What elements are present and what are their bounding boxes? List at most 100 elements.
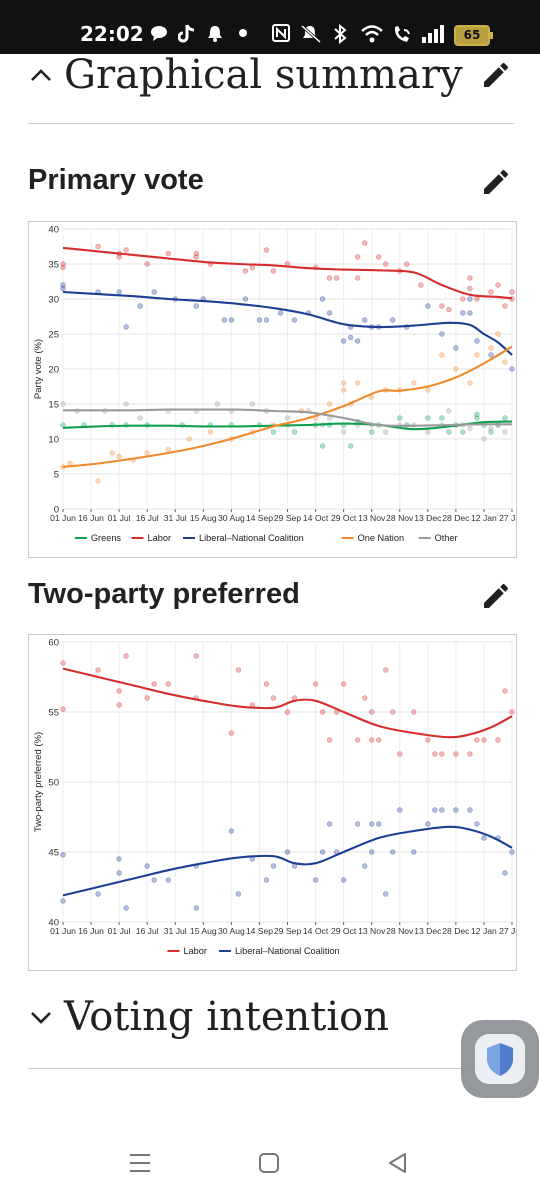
home-icon[interactable] — [258, 1152, 280, 1174]
data-point-liberal-national-coalition — [193, 303, 199, 309]
data-point-liberal-national-coalition — [488, 352, 494, 358]
x-tick-label: 28 Nov — [386, 513, 414, 523]
edit-pencil-icon[interactable] — [480, 59, 512, 91]
bluetooth-icon — [334, 24, 347, 44]
x-tick-label: 27 Jan — [499, 513, 516, 523]
data-point-liberal-national-coalition — [354, 821, 361, 827]
data-point-liberal-national-coalition — [116, 289, 122, 295]
data-point-greens — [347, 443, 354, 449]
data-point-labor — [418, 282, 424, 288]
y-tick-label: 40 — [48, 225, 59, 236]
primary-vote-chart[interactable]: 0 5 10 15 20 25 30 35 40 01 Jun 16 Jun 01 Jul 16 Jul… — [28, 221, 517, 558]
y-tick-label: 20 — [48, 365, 59, 376]
data-point-labor — [368, 737, 375, 743]
voting-intention-header[interactable]: Voting intention — [28, 994, 389, 1040]
x-tick-label: 30 Aug — [218, 513, 245, 523]
back-icon[interactable] — [386, 1151, 408, 1175]
data-point-one-nation — [411, 380, 417, 386]
graphical-summary-header[interactable]: Graphical summary — [28, 52, 463, 98]
data-point-liberal-national-coalition — [354, 338, 361, 344]
data-point-liberal-national-coalition — [347, 334, 354, 341]
data-point-labor — [467, 751, 473, 757]
trend-line-liberal-national-coalition — [62, 825, 513, 897]
x-tick-label: 12 Jan — [471, 926, 497, 936]
data-point-liberal-national-coalition — [340, 877, 347, 883]
data-point-labor — [502, 688, 508, 694]
data-point-liberal-national-coalition — [453, 807, 459, 813]
data-point-liberal-national-coalition — [432, 807, 438, 813]
data-point-liberal-national-coalition — [284, 849, 291, 855]
edit-pencil-icon[interactable] — [480, 580, 512, 612]
data-point-labor — [509, 289, 515, 295]
data-point-liberal-national-coalition — [116, 870, 122, 876]
data-point-one-nation — [474, 352, 480, 358]
bell-icon — [208, 26, 222, 42]
data-point-labor — [326, 275, 333, 281]
data-point-labor — [432, 751, 438, 757]
data-point-one-nation — [488, 345, 494, 351]
x-tick-label: 16 Jul — [136, 926, 159, 936]
two-party-preferred-heading: Two-party preferred — [28, 578, 300, 610]
data-point-labor — [340, 681, 347, 687]
chevron-down-icon[interactable] — [28, 1004, 54, 1030]
data-point-labor — [95, 243, 101, 250]
data-point-labor — [361, 240, 368, 246]
legend-label-other: Other — [435, 533, 458, 543]
two-party-preferred-chart[interactable]: 40 45 50 55 60 01 Jun 16 Jun 01 Jul 16 Jul 31 Jul… — [28, 634, 517, 971]
y-tick-label: 25 — [48, 330, 59, 341]
data-point-liberal-national-coalition — [319, 296, 326, 302]
data-point-liberal-national-coalition — [474, 338, 480, 344]
nfc-icon — [272, 24, 290, 42]
data-point-other — [137, 415, 143, 421]
data-point-liberal-national-coalition — [256, 317, 263, 323]
data-point-liberal-national-coalition — [60, 852, 66, 858]
data-point-labor — [123, 247, 129, 253]
data-point-one-nation — [186, 436, 192, 442]
chevron-up-icon[interactable] — [28, 62, 54, 88]
data-point-labor — [228, 730, 235, 736]
data-point-one-nation — [340, 387, 347, 393]
data-point-liberal-national-coalition — [467, 296, 473, 302]
data-point-labor — [326, 737, 333, 743]
primary-vote-heading: Primary vote — [28, 164, 204, 196]
x-tick-label: 27 Jan — [499, 926, 516, 936]
data-point-liberal-national-coalition — [221, 317, 228, 323]
data-point-other — [60, 401, 66, 407]
data-point-one-nation — [439, 352, 445, 358]
data-point-greens — [439, 415, 445, 421]
status-time: 22:02 — [80, 22, 144, 46]
data-point-liberal-national-coalition — [242, 296, 249, 302]
data-point-liberal-national-coalition — [116, 856, 122, 862]
x-tick-label: 16 Jun — [78, 513, 104, 523]
data-point-liberal-national-coalition — [509, 366, 515, 372]
data-point-labor — [165, 681, 171, 687]
data-point-liberal-national-coalition — [467, 310, 473, 316]
x-tick-label: 28 Dec — [442, 513, 470, 523]
data-point-labor — [116, 688, 122, 694]
data-point-labor — [376, 737, 382, 743]
data-point-liberal-national-coalition — [228, 317, 235, 323]
y-axis-label: Two-party preferred (%) — [33, 732, 44, 832]
data-point-labor — [60, 660, 66, 666]
menu-icon[interactable] — [128, 1152, 152, 1174]
data-point-labor — [270, 268, 277, 274]
data-point-greens — [502, 415, 508, 421]
data-point-liberal-national-coalition — [425, 821, 431, 827]
x-tick-label: 28 Dec — [442, 926, 470, 936]
data-point-liberal-national-coalition — [270, 863, 277, 869]
floating-shield-button[interactable] — [461, 1020, 539, 1098]
data-point-other — [481, 436, 487, 442]
data-point-liberal-national-coalition — [137, 303, 143, 309]
trend-line-one-nation — [62, 345, 513, 469]
edit-pencil-icon[interactable] — [480, 166, 512, 198]
battery-icon: 65 — [454, 25, 493, 46]
data-point-other — [340, 429, 347, 435]
data-point-labor — [495, 737, 501, 743]
legend-label-greens: Greens — [91, 533, 122, 543]
data-point-liberal-national-coalition — [151, 877, 157, 883]
x-tick-label: 14 Sep — [246, 513, 273, 523]
legend-label-labor: Labor — [148, 533, 172, 543]
primary-vote-chart-svg: 0 5 10 15 20 25 30 35 40 01 Jun 16 Jun 01 Jul 16 Jul… — [33, 225, 516, 544]
x-tick-label: 29 Sep — [274, 513, 301, 523]
data-point-labor — [481, 737, 487, 743]
